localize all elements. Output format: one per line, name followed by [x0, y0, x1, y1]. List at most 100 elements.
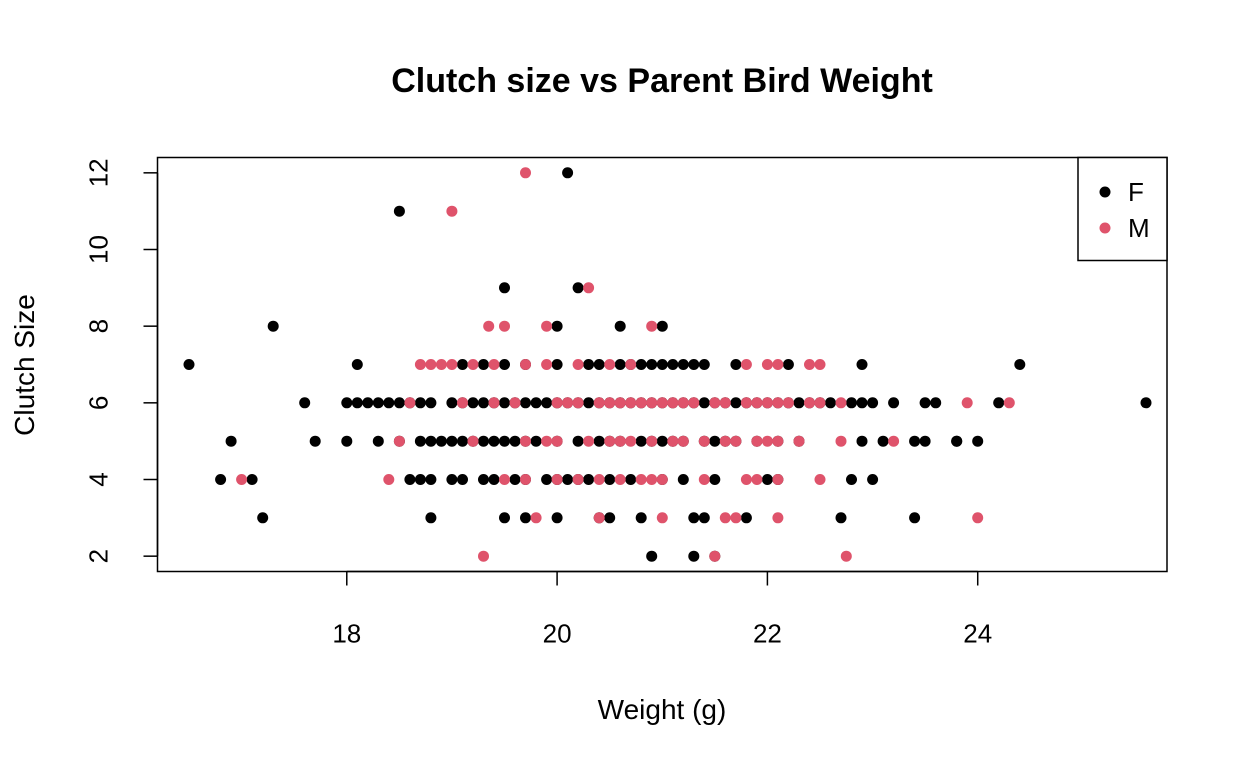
x-tick-label: 22 [753, 619, 782, 649]
point-f [551, 320, 563, 332]
point-f [625, 474, 637, 485]
point-f [499, 282, 510, 294]
point-m [835, 435, 847, 447]
point-m [772, 397, 784, 409]
point-f [467, 397, 479, 409]
point-m [625, 359, 637, 370]
point-m [604, 397, 616, 409]
point-m [646, 320, 658, 332]
point-m [583, 282, 595, 294]
point-m [435, 359, 447, 370]
point-f [614, 359, 626, 370]
point-f [856, 359, 868, 370]
point-f [572, 435, 584, 447]
point-f [656, 359, 668, 370]
point-f [593, 359, 605, 370]
point-m [840, 550, 852, 562]
point-f [362, 397, 374, 409]
point-f [698, 359, 710, 370]
point-m [719, 435, 731, 447]
point-f [499, 512, 510, 524]
point-m [541, 435, 553, 447]
point-f [919, 435, 931, 447]
point-f [993, 397, 1005, 409]
point-f [299, 397, 311, 409]
point-m [719, 397, 731, 409]
point-f [267, 320, 279, 332]
point-m [835, 397, 847, 409]
point-m [698, 435, 710, 447]
point-f [930, 397, 942, 409]
point-m [688, 397, 700, 409]
point-f [478, 397, 489, 409]
point-m [772, 512, 784, 524]
point-m [383, 474, 395, 485]
point-m [562, 397, 574, 409]
point-m [709, 550, 721, 562]
point-m [888, 435, 900, 447]
chart-title: Clutch size vs Parent Bird Weight [391, 62, 933, 100]
point-m [483, 320, 495, 332]
point-m [709, 397, 721, 409]
point-f [919, 397, 931, 409]
point-m [804, 397, 815, 409]
point-f [215, 474, 227, 485]
point-f [793, 397, 805, 409]
point-m [572, 397, 584, 409]
point-f [730, 397, 742, 409]
point-f [972, 435, 984, 447]
point-f [341, 397, 353, 409]
point-f [530, 435, 542, 447]
y-tick-label: 2 [84, 549, 114, 563]
point-m [457, 397, 468, 409]
point-m [646, 435, 658, 447]
point-f [635, 435, 647, 447]
point-f [183, 359, 195, 370]
point-f [761, 474, 773, 485]
x-tick-label: 24 [963, 619, 992, 649]
point-f [867, 474, 879, 485]
point-m [572, 474, 584, 485]
point-f [562, 474, 574, 485]
y-tick-label: 8 [84, 319, 114, 333]
point-f [457, 359, 468, 370]
point-f [688, 550, 700, 562]
point-m [509, 397, 521, 409]
point-m [814, 359, 826, 370]
point-m [604, 435, 616, 447]
point-f [393, 205, 405, 217]
point-m [772, 474, 784, 485]
point-m [656, 512, 668, 524]
point-f [478, 359, 489, 370]
point-m [593, 397, 605, 409]
point-m [572, 359, 584, 370]
legend-marker-m [1099, 222, 1111, 234]
point-m [772, 359, 784, 370]
point-f [257, 512, 269, 524]
point-m [646, 474, 658, 485]
point-m [467, 359, 479, 370]
point-f [425, 512, 437, 524]
point-f [604, 474, 616, 485]
point-f [541, 397, 553, 409]
point-m [488, 359, 500, 370]
point-m [730, 435, 742, 447]
point-m [541, 320, 553, 332]
point-f [867, 397, 879, 409]
point-f [562, 167, 574, 179]
point-f [414, 435, 426, 447]
point-f [530, 397, 542, 409]
point-f [383, 397, 395, 409]
point-m [793, 435, 805, 447]
legend-box [1077, 156, 1168, 262]
point-m [604, 359, 616, 370]
point-f [656, 435, 668, 447]
point-f [688, 512, 700, 524]
point-f [425, 435, 437, 447]
point-m [761, 359, 773, 370]
point-f [909, 435, 921, 447]
point-f [846, 397, 857, 409]
point-m [751, 474, 763, 485]
y-tick-label: 6 [84, 396, 114, 410]
point-f [341, 435, 353, 447]
